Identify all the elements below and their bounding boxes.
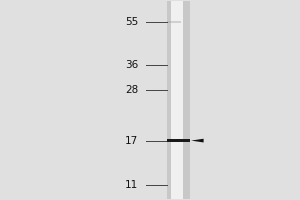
Text: 11: 11 xyxy=(125,180,138,190)
Polygon shape xyxy=(191,139,204,142)
Bar xyxy=(167,1,190,199)
Bar xyxy=(167,21,181,23)
Bar xyxy=(170,1,183,199)
Text: 17: 17 xyxy=(125,136,138,146)
Bar xyxy=(167,139,190,142)
Text: 55: 55 xyxy=(125,17,138,27)
Text: 28: 28 xyxy=(125,85,138,95)
Text: 36: 36 xyxy=(125,60,138,70)
